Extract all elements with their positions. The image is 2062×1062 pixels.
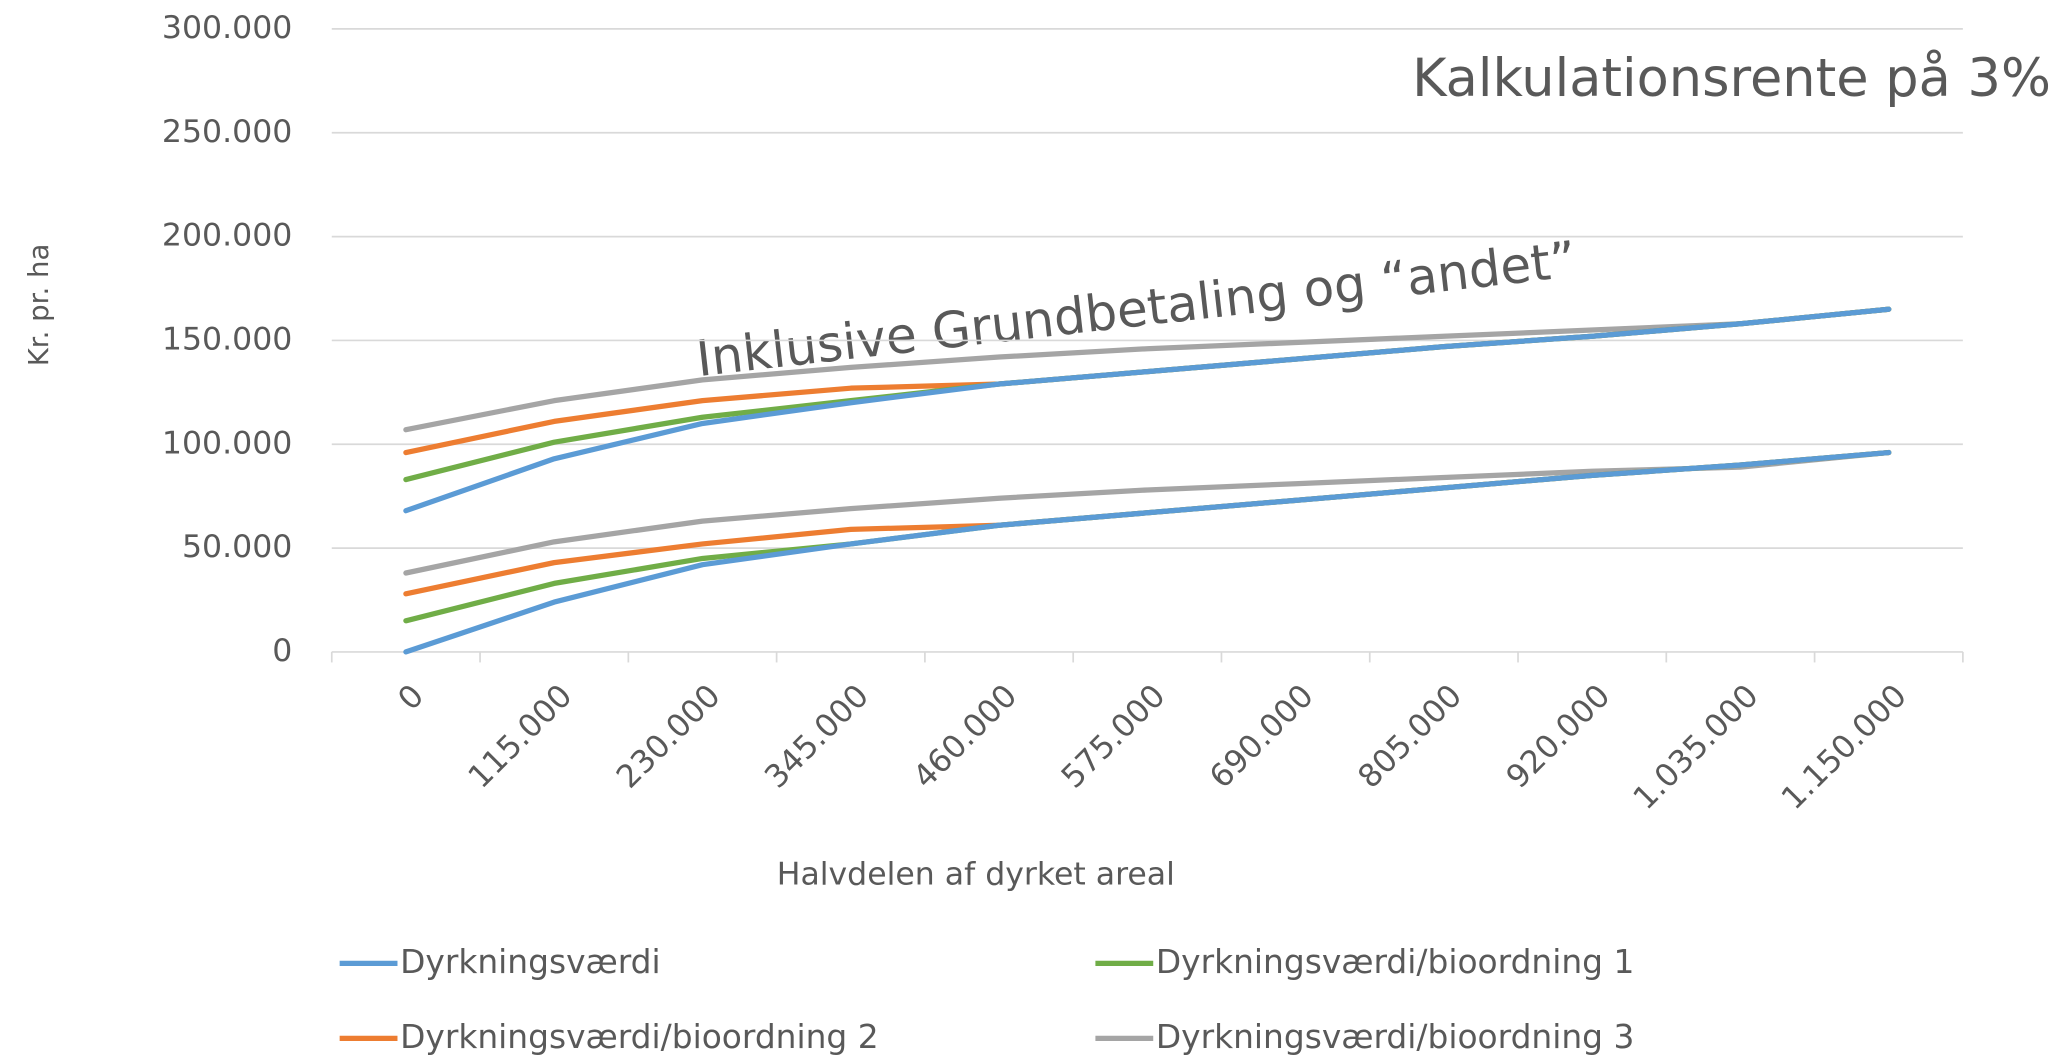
y-axis-label: Kr. pr. ha (22, 244, 55, 367)
legend-label: Dyrkningsværdi/bioordning 1 (1156, 943, 1635, 981)
series-line (403, 449, 1892, 655)
y-tick-label: 100.000 (162, 425, 292, 461)
x-tick-label: 805.000 (1351, 678, 1469, 796)
x-tick-label: 460.000 (907, 678, 1025, 796)
x-tick-label: 230.000 (610, 678, 728, 796)
x-tick-label: 1.150.000 (1775, 678, 1914, 817)
series-line (403, 306, 1892, 514)
series-line (403, 449, 1892, 624)
x-tick-label: 345.000 (758, 678, 876, 796)
x-tick-label: 115.000 (462, 678, 580, 796)
y-tick-label: 150.000 (162, 321, 292, 357)
y-tick-label: 250.000 (162, 114, 292, 150)
y-tick-label: 300.000 (162, 10, 292, 46)
legend-label: Dyrkningsværdi (400, 943, 661, 981)
y-tick-label: 0 (272, 633, 292, 669)
series-line (403, 306, 1892, 433)
x-tick-label: 1.035.000 (1627, 678, 1766, 817)
x-tick-label: 690.000 (1203, 678, 1321, 796)
y-tick-label: 50.000 (182, 529, 292, 565)
legend-label: Dyrkningsværdi/bioordning 3 (1156, 1018, 1635, 1056)
x-tick-label: 0 (391, 678, 431, 718)
annotation: Inklusive Grundbetaling og “andet” (693, 230, 1579, 388)
x-axis-label: Halvdelen af dyrket areal (777, 856, 1175, 892)
legend-label: Dyrkningsværdi/bioordning 2 (400, 1018, 878, 1056)
x-tick-label: 575.000 (1055, 678, 1173, 796)
annotation: Kalkulationsrente på 3% (1412, 48, 2051, 109)
y-tick-label: 200.000 (162, 218, 292, 254)
x-tick-label: 920.000 (1500, 678, 1618, 796)
